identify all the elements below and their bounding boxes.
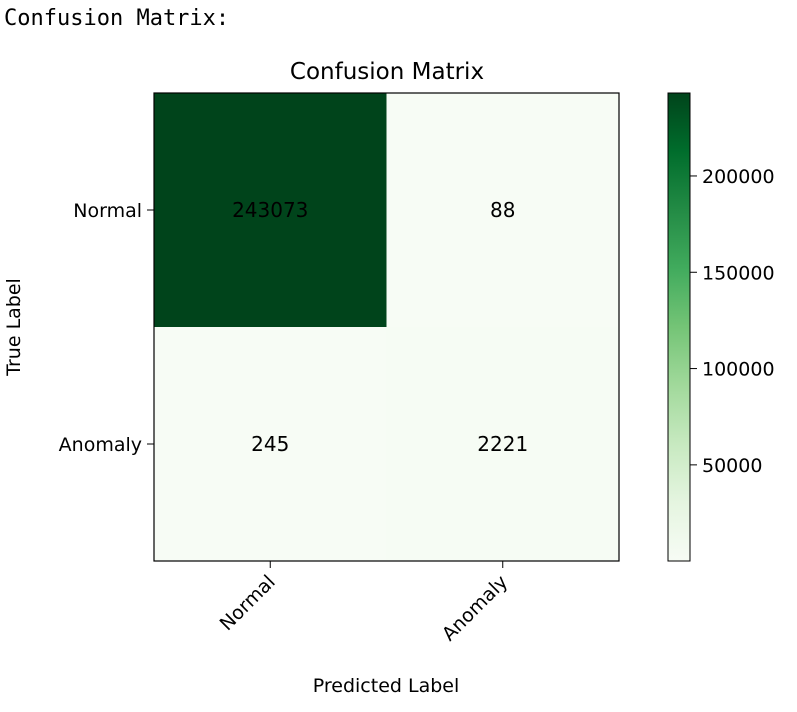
cell-value-label: 88: [490, 198, 515, 222]
colorbar: [667, 92, 691, 562]
heatmap-cell: [386, 93, 619, 327]
y-tick-label: Normal: [73, 200, 142, 222]
cell-value-label: 245: [251, 432, 289, 456]
colorbar-tick-label: 150000: [702, 262, 775, 284]
x-axis-ticks: Normal Anomaly: [216, 561, 512, 645]
plot-frame: [153, 92, 620, 562]
colorbar-tick-label: 50000: [702, 455, 762, 477]
colorbar-ticks: 50000 100000 150000 200000: [690, 166, 775, 477]
heatmap-cell: [154, 327, 387, 561]
y-tick-label: Anomaly: [59, 434, 142, 456]
x-axis-label: Predicted Label: [313, 675, 460, 697]
heatmap-cells: [154, 93, 619, 561]
y-axis-label: True Label: [3, 278, 25, 377]
colorbar-tick-label: 100000: [702, 359, 775, 381]
cell-value-label: 243073: [232, 198, 308, 222]
y-axis-ticks: Normal Anomaly: [59, 200, 154, 456]
heatmap-cell: [386, 327, 619, 561]
x-tick-label: Anomaly: [438, 571, 512, 645]
output-label: Confusion Matrix:: [4, 6, 230, 31]
colorbar-tick-label: 200000: [702, 166, 775, 188]
heatmap-cell: [154, 93, 387, 327]
x-tick-label: Normal: [216, 571, 280, 635]
heatmap-value-labels: 243073 88 245 2221: [232, 198, 528, 456]
chart-title: Confusion Matrix: [290, 59, 484, 85]
cell-value-label: 2221: [477, 432, 528, 456]
